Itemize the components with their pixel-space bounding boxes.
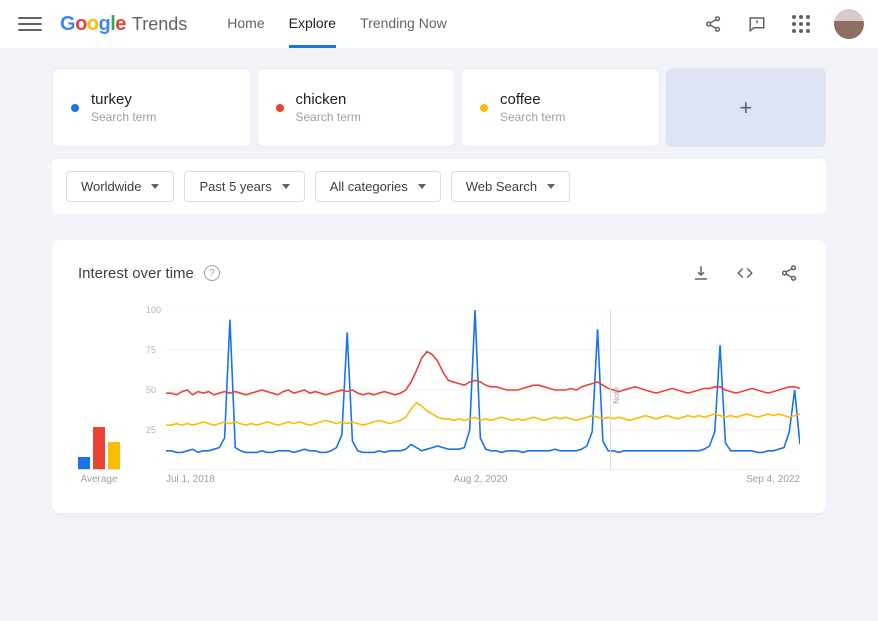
download-icon[interactable] xyxy=(690,262,712,284)
avg-bar-chicken xyxy=(93,427,105,469)
filter-search-type[interactable]: Web Search xyxy=(451,171,570,202)
product-name: Trends xyxy=(132,14,187,35)
interest-over-time-card: Interest over time ? Average 255075100 N… xyxy=(52,240,826,513)
card-title: Interest over time xyxy=(78,265,194,282)
term-subtitle: Search term xyxy=(296,110,361,124)
term-name: chicken xyxy=(296,91,361,108)
filter-time-label: Past 5 years xyxy=(199,179,271,194)
avg-bar-turkey xyxy=(78,457,90,469)
feedback-icon[interactable] xyxy=(746,13,768,35)
x-tick-label: Jul 1, 2018 xyxy=(166,474,215,485)
avg-bar-coffee xyxy=(108,442,120,469)
nav-tabs: Home Explore Trending Now xyxy=(227,1,446,48)
nav-tab-trending-now[interactable]: Trending Now xyxy=(360,1,447,48)
embed-icon[interactable] xyxy=(734,262,756,284)
avatar[interactable] xyxy=(834,9,864,39)
term-color-dot xyxy=(71,104,79,112)
filter-time[interactable]: Past 5 years xyxy=(184,171,304,202)
x-tick-label: Sep 4, 2022 xyxy=(746,474,800,485)
series-chicken xyxy=(166,352,800,395)
average-column: Average xyxy=(78,390,120,485)
filter-category-label: All categories xyxy=(330,179,408,194)
compare-terms-row: turkeySearch termchickenSearch termcoffe… xyxy=(52,68,826,147)
timeseries-chart: 255075100 Note xyxy=(146,310,800,470)
google-logo[interactable]: Google xyxy=(60,13,126,36)
average-label: Average xyxy=(78,474,120,485)
term-subtitle: Search term xyxy=(500,110,565,124)
term-card-coffee[interactable]: coffee Search term xyxy=(461,68,660,147)
share-icon[interactable] xyxy=(702,13,724,35)
term-subtitle: Search term xyxy=(91,110,156,124)
x-axis: Jul 1, 2018 Aug 2, 2020 Sep 4, 2022 xyxy=(166,474,800,485)
term-name: coffee xyxy=(500,91,565,108)
nav-tab-home[interactable]: Home xyxy=(227,1,264,48)
filter-category[interactable]: All categories xyxy=(315,171,441,202)
apps-icon[interactable] xyxy=(790,13,812,35)
term-name: turkey xyxy=(91,91,156,108)
filters-bar: Worldwide Past 5 years All categories We… xyxy=(52,159,826,214)
hamburger-menu[interactable] xyxy=(18,12,42,36)
term-card-chicken[interactable]: chicken Search term xyxy=(257,68,456,147)
filter-geo-label: Worldwide xyxy=(81,179,141,194)
share-card-icon[interactable] xyxy=(778,262,800,284)
term-color-dot xyxy=(276,104,284,112)
filter-search-type-label: Web Search xyxy=(466,179,537,194)
add-comparison-button[interactable]: + xyxy=(666,68,827,147)
series-turkey xyxy=(166,310,800,452)
filter-geo[interactable]: Worldwide xyxy=(66,171,174,202)
x-tick-label: Aug 2, 2020 xyxy=(454,474,508,485)
term-card-turkey[interactable]: turkey Search term xyxy=(52,68,251,147)
help-icon[interactable]: ? xyxy=(204,265,220,281)
term-color-dot xyxy=(480,104,488,112)
series-coffee xyxy=(166,403,800,425)
nav-tab-explore[interactable]: Explore xyxy=(289,1,336,48)
